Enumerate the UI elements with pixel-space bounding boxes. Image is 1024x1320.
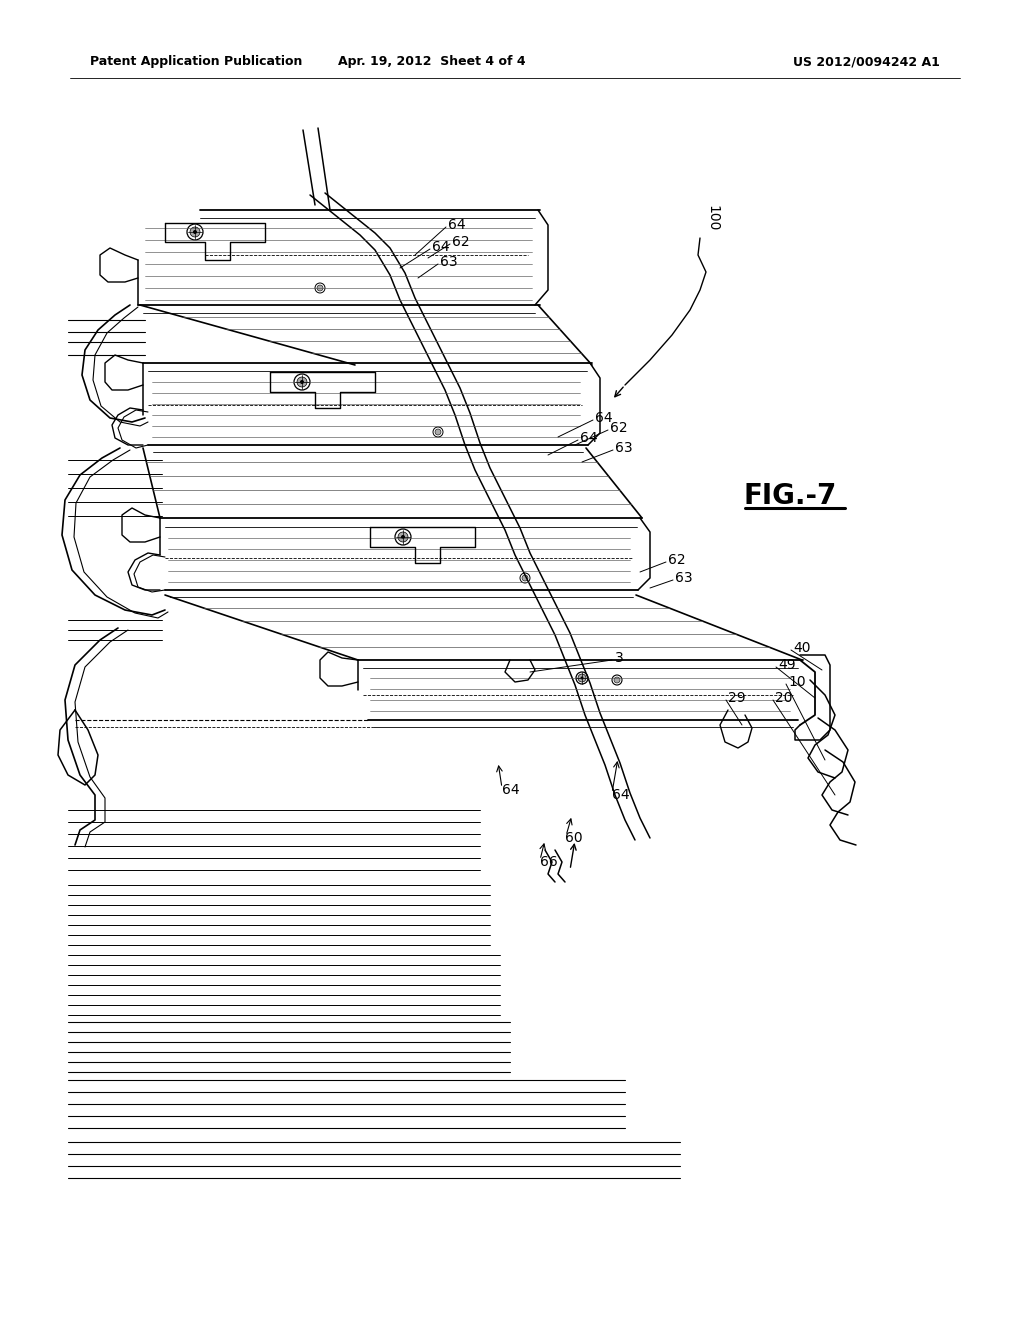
- Text: 29: 29: [728, 690, 745, 705]
- Text: 49: 49: [778, 657, 796, 672]
- Text: 62: 62: [668, 553, 686, 568]
- Text: 64: 64: [612, 788, 630, 803]
- Text: 66: 66: [540, 855, 558, 869]
- Text: 63: 63: [675, 572, 692, 585]
- Text: 3: 3: [615, 651, 624, 665]
- Text: 63: 63: [440, 255, 458, 269]
- Text: 100: 100: [705, 205, 719, 231]
- Circle shape: [190, 227, 200, 238]
- Circle shape: [433, 426, 443, 437]
- Circle shape: [398, 532, 408, 543]
- Circle shape: [317, 285, 323, 290]
- Text: 64: 64: [449, 218, 466, 232]
- Text: US 2012/0094242 A1: US 2012/0094242 A1: [794, 55, 940, 69]
- Circle shape: [612, 675, 622, 685]
- Text: 64: 64: [580, 432, 598, 445]
- Text: 62: 62: [610, 421, 628, 436]
- Circle shape: [395, 529, 411, 545]
- Text: Apr. 19, 2012  Sheet 4 of 4: Apr. 19, 2012 Sheet 4 of 4: [338, 55, 525, 69]
- Text: 20: 20: [775, 690, 793, 705]
- Circle shape: [187, 224, 203, 240]
- Text: 64: 64: [502, 783, 519, 797]
- Circle shape: [401, 535, 406, 539]
- Circle shape: [575, 672, 588, 684]
- Circle shape: [315, 282, 325, 293]
- Circle shape: [522, 576, 528, 581]
- Circle shape: [294, 374, 310, 389]
- Circle shape: [520, 573, 530, 583]
- Circle shape: [614, 677, 620, 682]
- Circle shape: [300, 380, 304, 384]
- Text: FIG.-7: FIG.-7: [743, 482, 837, 510]
- Circle shape: [193, 230, 197, 234]
- Circle shape: [578, 675, 586, 682]
- Text: 60: 60: [565, 832, 583, 845]
- Circle shape: [435, 429, 441, 436]
- Text: 62: 62: [452, 235, 470, 249]
- Text: 64: 64: [432, 240, 450, 253]
- Circle shape: [581, 676, 584, 680]
- Text: Patent Application Publication: Patent Application Publication: [90, 55, 302, 69]
- Text: 64: 64: [595, 411, 612, 425]
- Text: 10: 10: [788, 675, 806, 689]
- Text: 63: 63: [615, 441, 633, 455]
- Text: 40: 40: [793, 642, 811, 655]
- Circle shape: [297, 378, 307, 387]
